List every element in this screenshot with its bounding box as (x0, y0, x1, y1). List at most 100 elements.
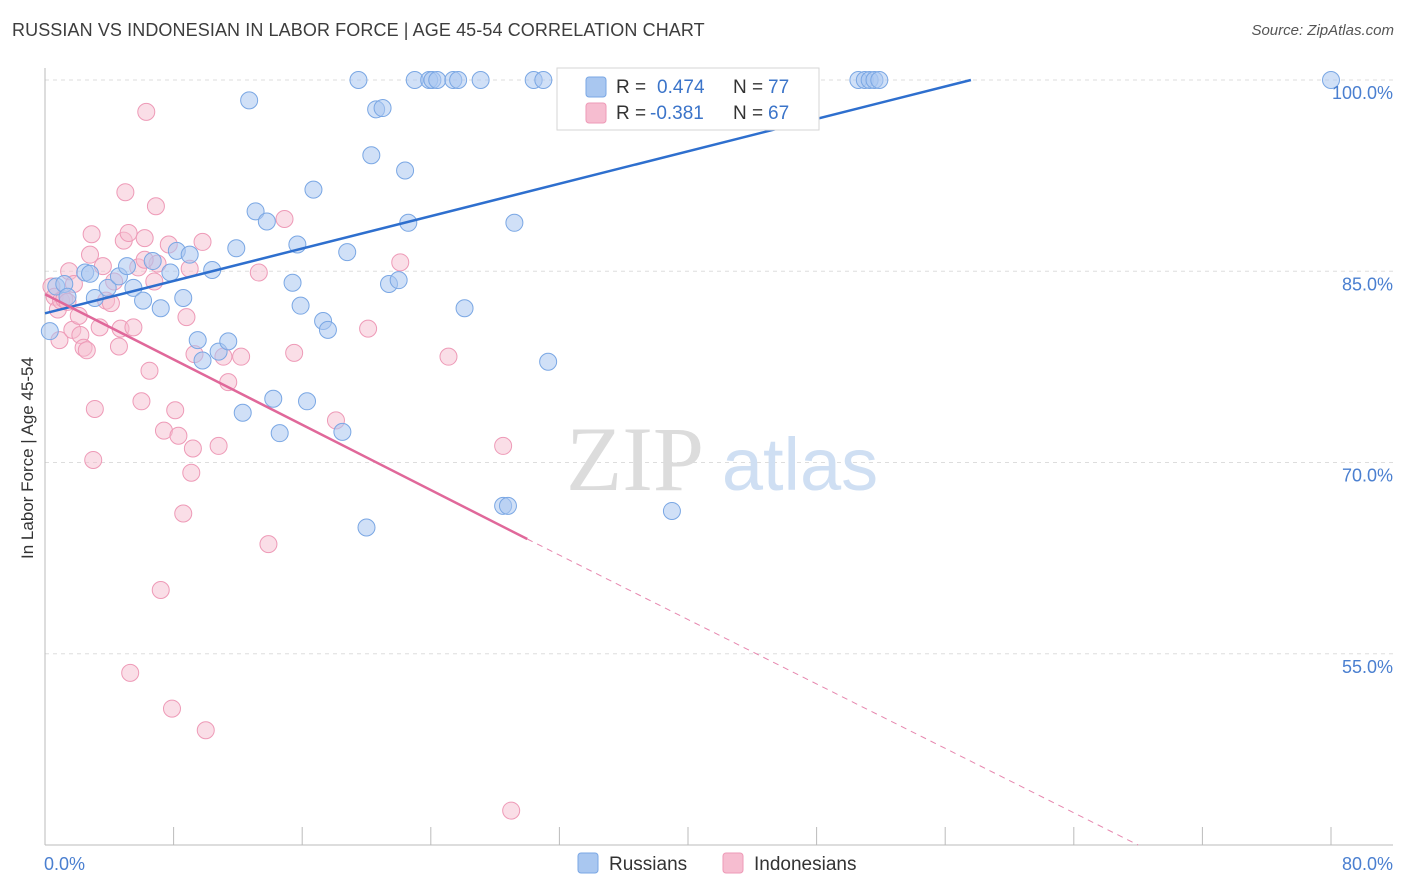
indonesians-point (151, 581, 170, 599)
indonesians-point (140, 361, 159, 380)
russians-point (338, 243, 357, 262)
y-tick-label: 55.0% (1342, 657, 1393, 677)
russians-point (291, 296, 310, 315)
russians-point (455, 299, 474, 318)
indonesians-point (285, 343, 304, 362)
russians-point (188, 331, 207, 350)
x-tick-label-max: 80.0% (1342, 854, 1393, 874)
indonesians-trend-line (44, 293, 528, 541)
indonesians-point (183, 439, 202, 458)
indonesians-point (439, 347, 458, 366)
indonesians-point (196, 721, 215, 740)
russians-point (240, 91, 259, 110)
indonesians-point (232, 347, 251, 366)
source-label: Source: ZipAtlas.com (1251, 22, 1394, 39)
russians-trend-line (44, 78, 972, 315)
indonesians-trend-extension (527, 538, 1139, 846)
y-tick-labels: 55.0% 70.0% 85.0% 100.0% (1332, 83, 1393, 677)
indonesians-point (177, 308, 196, 327)
legend-russians-r-value: 0.474 (657, 77, 705, 98)
russians-point (396, 161, 415, 180)
legend-russians-swatch (585, 76, 607, 98)
watermark: ZIP atlas (566, 408, 878, 510)
russians-point (143, 252, 162, 271)
russians-point (449, 71, 468, 89)
y-axis-title: In Labor Force | Age 45-54 (18, 357, 37, 559)
indonesians-point (81, 245, 100, 264)
legend-indonesians-r-value: -0.381 (650, 103, 704, 124)
indonesians-point (162, 699, 181, 718)
russians-point (373, 99, 392, 118)
russians-point (81, 264, 100, 283)
indonesians-point (359, 319, 378, 338)
chart-title: RUSSIAN VS INDONESIAN IN LABOR FORCE | A… (12, 20, 705, 40)
indonesians-point (124, 318, 143, 337)
indonesians-point (137, 102, 156, 121)
russians-point (161, 263, 180, 282)
indonesians-point (116, 183, 135, 202)
bottom-legend-indonesians: Indonesians (754, 854, 856, 875)
russians-point (1322, 71, 1340, 89)
grid (45, 79, 1393, 655)
y-tick-label: 70.0% (1342, 466, 1393, 486)
russians-point (40, 322, 59, 341)
russians-point (362, 146, 381, 165)
russians-point (264, 389, 283, 408)
axes (44, 68, 1393, 846)
indonesians-point (494, 436, 513, 455)
russians-point (357, 518, 376, 537)
indonesians-point (82, 225, 101, 244)
russians-point (227, 239, 246, 258)
indonesians-point (146, 197, 165, 216)
russians-point (298, 392, 317, 411)
russians-point (174, 289, 193, 308)
russians-point (151, 299, 170, 318)
russians-point (505, 213, 524, 232)
bottom-legend-indonesians-swatch (722, 852, 744, 874)
legend-russians-n-label: N = (733, 77, 763, 98)
indonesians-point (391, 253, 410, 272)
indonesians-point (119, 224, 138, 242)
russians-point (428, 71, 447, 89)
indonesians-point (169, 426, 188, 445)
indonesians-point (121, 663, 140, 682)
russians-point (539, 352, 558, 371)
russians-point (270, 424, 289, 443)
legend-indonesians-n-label: N = (733, 103, 763, 124)
x-tick-label-min: 0.0% (44, 854, 85, 874)
indonesians-point (502, 801, 521, 820)
y-tick-label: 100.0% (1332, 83, 1393, 103)
indonesians-point (85, 399, 104, 418)
russians-point (180, 245, 199, 264)
russians-point (534, 71, 553, 89)
russians-point (304, 180, 323, 199)
indonesians-point (84, 450, 103, 469)
indonesians-point (182, 463, 201, 482)
indonesians-point (69, 306, 88, 325)
russians-point (662, 501, 681, 520)
russians-point (257, 212, 276, 231)
watermark-zip: ZIP (566, 408, 704, 510)
russians-point (283, 273, 302, 292)
y-tick-label: 85.0% (1342, 274, 1393, 294)
watermark-atlas: atlas (722, 423, 878, 506)
russians-point (134, 291, 153, 310)
russians-point (117, 257, 136, 276)
russians-point (246, 202, 265, 221)
indonesians-point (135, 229, 154, 248)
russians-point (349, 71, 368, 89)
indonesians-point (132, 392, 151, 411)
legend-indonesians-n-value: 67 (768, 103, 789, 124)
indonesians-point (174, 504, 193, 523)
russians-point (498, 496, 517, 515)
indonesians-point (275, 209, 294, 228)
legend-russians-n-value: 77 (768, 77, 789, 98)
indonesians-point (109, 337, 128, 356)
bottom-legend-russians: Russians (609, 854, 687, 875)
top-legend: R = 0.474 N = 77 R = -0.381 N = 67 (556, 67, 820, 131)
bottom-legend: Russians Indonesians (577, 852, 856, 875)
indonesians-point (209, 436, 228, 455)
indonesians-point (77, 341, 96, 360)
russians-point (219, 332, 238, 351)
